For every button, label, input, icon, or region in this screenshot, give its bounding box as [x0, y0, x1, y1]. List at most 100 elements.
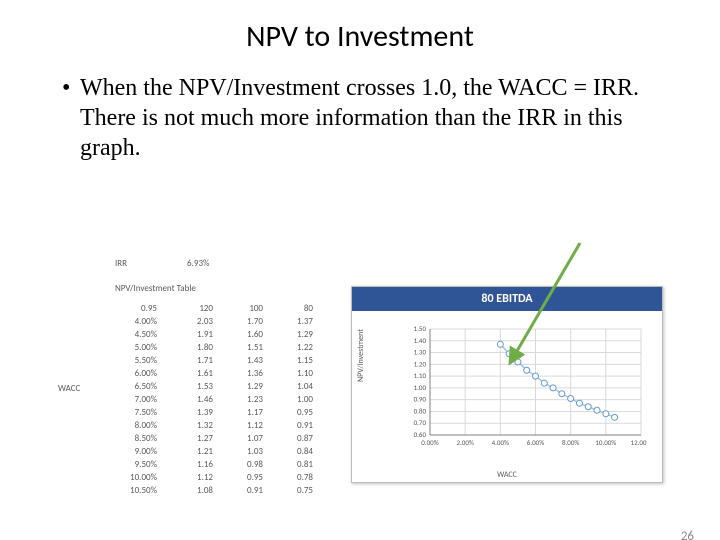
table-row: 4.00%2.031.701.37 [115, 315, 321, 328]
table-cell: 4.50% [115, 328, 171, 341]
svg-text:8.00%: 8.00% [562, 438, 579, 447]
table-cell: 6.50% [115, 380, 171, 393]
table-cell: 0.75 [271, 484, 321, 497]
table-cell: 1.39 [171, 406, 221, 419]
table-cell: 0.91 [271, 419, 321, 432]
table-cell: 1.12 [171, 471, 221, 484]
table-cell: 1.17 [221, 406, 271, 419]
table-cell: 1.15 [271, 354, 321, 367]
table-cell: 7.00% [115, 393, 171, 406]
table-cell: 0.95 [221, 471, 271, 484]
table-cell: 1.53 [171, 380, 221, 393]
table-cell: 1.23 [221, 393, 271, 406]
table-cell: 0.91 [221, 484, 271, 497]
table-row: 10.50%1.080.910.75 [115, 484, 321, 497]
table-cell: 1.51 [221, 341, 271, 354]
table-cell: 1.91 [171, 328, 221, 341]
plot-area: 0.600.700.800.901.001.101.201.301.401.50… [402, 323, 647, 453]
irr-value: 6.93% [187, 258, 209, 269]
table-row: 9.00%1.211.030.84 [115, 445, 321, 458]
svg-text:1.10: 1.10 [414, 371, 427, 380]
irr-row: IRR 6.93% [115, 258, 321, 269]
svg-text:1.20: 1.20 [414, 359, 427, 368]
table-row: 6.50%1.531.291.04 [115, 380, 321, 393]
svg-text:1.50: 1.50 [414, 324, 427, 333]
table-cell: 7.50% [115, 406, 171, 419]
table-title: NPV/Investment Table [115, 283, 321, 294]
table-cell: 0.95 [271, 406, 321, 419]
table-cell: 1.12 [221, 419, 271, 432]
table-cell: 0.81 [271, 458, 321, 471]
svg-text:12.00%: 12.00% [631, 438, 647, 447]
table-row: 8.50%1.271.070.87 [115, 432, 321, 445]
table-cell: 1.22 [271, 341, 321, 354]
table-cell: 1.00 [271, 393, 321, 406]
table-row: 5.00%1.801.511.22 [115, 341, 321, 354]
table-cell: 1.07 [221, 432, 271, 445]
table-cell: 1.32 [171, 419, 221, 432]
table-cell: 1.71 [171, 354, 221, 367]
table-row: 9.50%1.160.980.81 [115, 458, 321, 471]
table-header-cell: 0.95 [115, 302, 171, 315]
bullet-text: When the NPV/Investment crosses 1.0, the… [80, 73, 670, 163]
table-cell: 1.70 [221, 315, 271, 328]
svg-text:0.80: 0.80 [414, 406, 427, 415]
x-axis-label: WACC [352, 470, 662, 480]
table-cell: 1.37 [271, 315, 321, 328]
table-cell: 1.43 [221, 354, 271, 367]
table-cell: 0.84 [271, 445, 321, 458]
table-header-cell: 120 [171, 302, 221, 315]
table-cell: 1.21 [171, 445, 221, 458]
table-header-cell: 100 [221, 302, 271, 315]
table-row: 8.00%1.321.120.91 [115, 419, 321, 432]
table-cell: 2.03 [171, 315, 221, 328]
table-cell: 1.46 [171, 393, 221, 406]
y-axis-label: NPV/Investment [356, 329, 366, 382]
left-data-block: IRR 6.93% NPV/Investment Table 0.9512010… [115, 258, 321, 497]
table-cell: 1.10 [271, 367, 321, 380]
svg-text:0.90: 0.90 [414, 395, 427, 404]
table-cell: 1.36 [221, 367, 271, 380]
npv-table: 0.95120100804.00%2.031.701.374.50%1.911.… [115, 302, 321, 497]
table-cell: 5.00% [115, 341, 171, 354]
table-row: 5.50%1.711.431.15 [115, 354, 321, 367]
chart-container: 80 EBITDA NPV/Investment 0.600.700.800.9… [351, 286, 663, 483]
table-cell: 4.00% [115, 315, 171, 328]
irr-label: IRR [115, 258, 127, 269]
table-header-cell: 80 [271, 302, 321, 315]
table-row: 4.50%1.911.601.29 [115, 328, 321, 341]
table-cell: 10.50% [115, 484, 171, 497]
table-cell: 0.78 [271, 471, 321, 484]
table-cell: 9.00% [115, 445, 171, 458]
chart-title: 80 EBITDA [352, 287, 662, 311]
svg-text:10.00%: 10.00% [595, 438, 616, 447]
slide: NPV to Investment When the NPV/Investmen… [0, 18, 720, 540]
table-cell: 1.80 [171, 341, 221, 354]
table-row: 6.00%1.611.361.10 [115, 367, 321, 380]
table-row: 7.50%1.391.170.95 [115, 406, 321, 419]
table-cell: 1.60 [221, 328, 271, 341]
table-row: 7.00%1.461.231.00 [115, 393, 321, 406]
table-cell: 0.87 [271, 432, 321, 445]
svg-text:1.30: 1.30 [414, 348, 427, 357]
table-cell: 6.00% [115, 367, 171, 380]
svg-text:0.00%: 0.00% [421, 438, 438, 447]
table-row: 10.00%1.120.950.78 [115, 471, 321, 484]
table-cell: 10.00% [115, 471, 171, 484]
content-row: IRR 6.93% NPV/Investment Table 0.9512010… [55, 258, 663, 497]
table-cell: 9.50% [115, 458, 171, 471]
table-cell: 1.61 [171, 367, 221, 380]
page-number: 26 [681, 529, 694, 540]
table-cell: 5.50% [115, 354, 171, 367]
svg-text:0.70: 0.70 [414, 418, 427, 427]
svg-text:4.00%: 4.00% [492, 438, 509, 447]
table-cell: 1.16 [171, 458, 221, 471]
page-title: NPV to Investment [0, 18, 720, 55]
table-cell: 1.04 [271, 380, 321, 393]
table-cell: 1.29 [221, 380, 271, 393]
svg-text:1.00: 1.00 [414, 383, 427, 392]
table-cell: 1.27 [171, 432, 221, 445]
svg-text:6.00%: 6.00% [527, 438, 544, 447]
table-cell: 8.50% [115, 432, 171, 445]
table-cell: 0.98 [221, 458, 271, 471]
